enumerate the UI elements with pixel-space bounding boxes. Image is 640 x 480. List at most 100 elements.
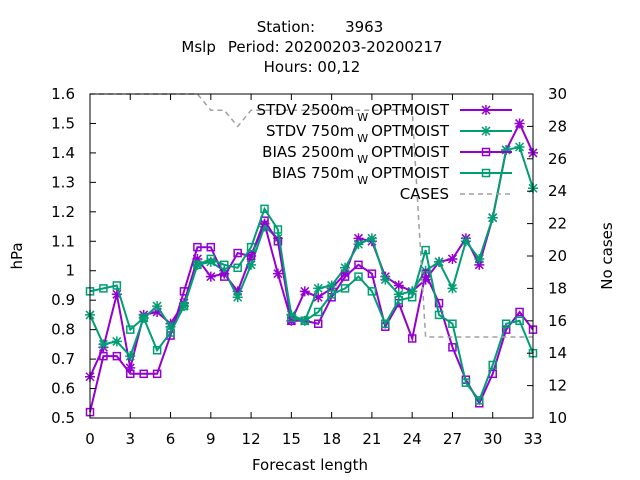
data-point — [192, 253, 203, 264]
data-point — [313, 319, 323, 328]
data-point — [300, 316, 310, 326]
data-point — [394, 295, 404, 305]
chart-title-line1: Station: 3963 — [257, 18, 384, 36]
legend-swatch-marker — [481, 126, 491, 136]
data-point — [193, 242, 202, 252]
data-point — [232, 292, 243, 303]
legend-label: STDV 2500m W OPTMOIST — [256, 101, 449, 124]
y-tick-label: 0.5 — [51, 409, 75, 427]
legend-label: BIAS 750m W OPTMOIST — [272, 164, 450, 187]
data-point — [340, 262, 351, 273]
data-point — [393, 280, 404, 291]
period-label: Period: 20200203-20200217 — [228, 38, 443, 56]
series-line — [89, 145, 534, 359]
data-point — [219, 272, 229, 281]
data-point — [515, 316, 524, 326]
data-point — [474, 259, 485, 270]
y-tick-label: 0.9 — [51, 291, 75, 309]
data-point — [152, 346, 162, 355]
x-tick-label: 0 — [85, 430, 95, 448]
chart-title-line2: Mslp Period: 20200203-20200217 — [181, 38, 442, 56]
data-point — [126, 369, 135, 379]
data-point — [273, 237, 283, 246]
x-tick-label: 3 — [125, 430, 135, 448]
legend-entry: STDV 2500m W OPTMOIST — [256, 101, 512, 124]
data-point — [98, 339, 109, 350]
y-tick-label: 1.3 — [51, 173, 75, 191]
data-point — [447, 253, 458, 264]
data-point — [448, 319, 457, 328]
x-tick-label: 12 — [242, 430, 261, 448]
legend-swatch-marker — [481, 168, 491, 178]
legend-entry: BIAS 750m W OPTMOIST — [272, 164, 512, 187]
data-point — [514, 118, 525, 129]
x-axis-label: Forecast length — [252, 456, 368, 474]
data-point — [152, 301, 163, 312]
data-point — [313, 292, 324, 303]
data-point — [273, 225, 283, 234]
data-point — [501, 319, 511, 328]
data-point — [326, 280, 337, 291]
data-point — [380, 274, 391, 285]
x-tick-label: 6 — [166, 430, 176, 448]
parameter-label: Mslp — [181, 38, 215, 56]
data-point — [448, 343, 457, 352]
data-point — [367, 269, 377, 278]
data-point — [111, 289, 122, 300]
data-point — [354, 272, 363, 281]
data-point — [353, 233, 364, 244]
data-point — [219, 260, 229, 270]
y2-tick-label: 12 — [548, 377, 567, 395]
data-point — [434, 310, 444, 320]
y2-axis-label: No cases — [598, 222, 616, 290]
data-point — [434, 256, 445, 267]
legend-label: CASES — [400, 185, 449, 203]
data-point — [421, 245, 430, 255]
x-tick-label: 15 — [282, 430, 301, 448]
data-point — [179, 287, 189, 296]
data-point — [219, 265, 230, 276]
legend-entry: CASES — [400, 185, 512, 203]
data-point — [272, 268, 283, 279]
y2-tick-label: 20 — [548, 247, 567, 265]
data-point — [246, 259, 257, 270]
data-point — [99, 284, 108, 293]
data-point — [193, 260, 202, 270]
data-point — [232, 286, 243, 297]
x-tick-label: 18 — [322, 430, 341, 448]
data-point — [260, 204, 269, 214]
station-label: Station: — [257, 18, 315, 36]
x-tick-label: 21 — [362, 430, 381, 448]
y-tick-label: 1.2 — [51, 203, 75, 221]
y-tick-label: 0.8 — [51, 321, 75, 339]
data-point — [340, 272, 350, 281]
data-point — [125, 362, 136, 373]
data-point — [205, 271, 216, 282]
data-point — [353, 239, 364, 250]
data-point — [367, 287, 377, 296]
data-point — [354, 260, 363, 270]
data-point — [125, 351, 136, 362]
y-tick-label: 1.1 — [51, 232, 75, 250]
x-axis: 0 3 6 9 12 15 18 21 24 27 30 33 — [85, 94, 543, 448]
data-point — [475, 396, 484, 405]
data-point — [179, 301, 189, 311]
data-point — [152, 369, 162, 379]
y2-tick-label: 26 — [548, 150, 567, 168]
data-point — [474, 253, 485, 264]
data-point — [460, 236, 471, 247]
y2-tick-label: 28 — [548, 117, 567, 135]
y2-tick-label: 30 — [548, 85, 567, 103]
data-point — [327, 290, 336, 299]
x-tick-label: 9 — [206, 430, 216, 448]
data-point — [112, 281, 122, 290]
data-point — [299, 286, 310, 297]
data-point — [152, 306, 163, 317]
data-point — [111, 336, 122, 347]
y-tick-label: 1.6 — [51, 85, 75, 103]
data-point — [366, 233, 377, 244]
y2-tick-label: 24 — [548, 182, 567, 200]
chart-title-line3: Hours: 00,12 — [264, 58, 361, 76]
y-tick-label: 1 — [65, 262, 75, 280]
